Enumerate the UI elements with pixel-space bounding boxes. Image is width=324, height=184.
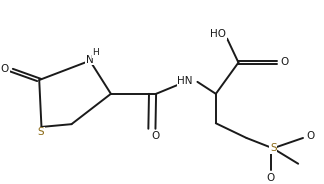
Text: S: S	[270, 143, 277, 153]
Text: H: H	[92, 48, 99, 57]
Text: HO: HO	[210, 29, 226, 39]
Text: N: N	[86, 55, 94, 65]
Text: HN: HN	[178, 76, 193, 86]
Text: O: O	[151, 131, 160, 141]
Text: O: O	[267, 173, 275, 183]
Text: O: O	[1, 64, 9, 74]
Text: S: S	[38, 128, 44, 137]
Text: O: O	[306, 131, 314, 141]
Text: O: O	[280, 57, 288, 67]
